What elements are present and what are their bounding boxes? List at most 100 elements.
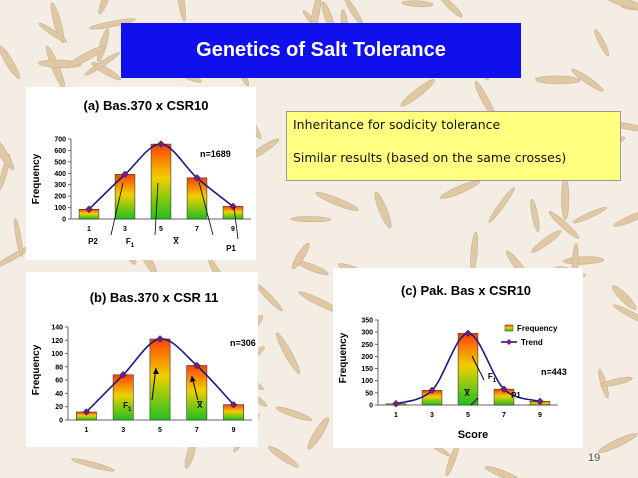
bar bbox=[149, 338, 171, 421]
class-label-f1: F1 bbox=[126, 237, 135, 249]
bar bbox=[186, 365, 208, 421]
slide-title: Genetics of Salt Tolerance bbox=[196, 39, 446, 61]
grain-shape bbox=[604, 0, 638, 10]
x-tick-label: 5 bbox=[466, 412, 470, 419]
grain-shape bbox=[315, 191, 359, 212]
grain-shape bbox=[297, 261, 329, 275]
trend-marker bbox=[392, 399, 400, 408]
trend-marker bbox=[464, 329, 472, 338]
y-tick-label: 0 bbox=[62, 217, 66, 224]
grain-shape bbox=[65, 45, 106, 69]
class-label-p1: P1 bbox=[511, 391, 521, 400]
subscript: 1 bbox=[128, 407, 132, 413]
x-tick-label: 9 bbox=[538, 412, 542, 419]
grain-shape bbox=[96, 28, 110, 63]
grain-shape bbox=[613, 304, 638, 326]
x-tick-label: 9 bbox=[231, 226, 235, 233]
trend-marker bbox=[192, 361, 201, 370]
grain-shape bbox=[594, 29, 610, 57]
legend-marker-trend bbox=[506, 339, 512, 345]
chart-panel-a: (a) Bas.370 x CSR10 Frequency n=1689 0 10… bbox=[26, 87, 256, 260]
pointer-arrow bbox=[198, 181, 214, 236]
x-tick-label: 1 bbox=[394, 412, 398, 419]
x-tick-label: 1 bbox=[87, 226, 91, 233]
class-label-f1: F1 bbox=[488, 372, 497, 384]
trend-marker bbox=[500, 385, 508, 394]
x-tick-label: 7 bbox=[195, 427, 199, 434]
x-tick-label: 3 bbox=[430, 412, 434, 419]
grain-shape bbox=[176, 0, 186, 22]
x-tick-label: 5 bbox=[159, 226, 163, 233]
grain-shape bbox=[440, 180, 480, 199]
slide-title-banner: Genetics of Salt Tolerance bbox=[121, 23, 521, 78]
chart-b-title: (b) Bas.370 x CSR 11 bbox=[90, 290, 219, 305]
arrow-head bbox=[153, 368, 159, 374]
x-tick-label: 7 bbox=[195, 226, 199, 233]
grain-shape bbox=[561, 177, 570, 220]
slide-number: 19 bbox=[588, 452, 601, 464]
trend-marker bbox=[85, 205, 93, 214]
y-tick-label: 0 bbox=[59, 418, 63, 425]
grain-shape bbox=[597, 433, 638, 453]
chart-panel-b: (b) Bas.370 x CSR 11 Frequency n=306 0 20… bbox=[26, 272, 258, 447]
y-tick-label: 50 bbox=[365, 390, 373, 397]
x-tick-label: 7 bbox=[502, 412, 506, 419]
grain-shape bbox=[267, 445, 299, 468]
grain-shape bbox=[571, 68, 604, 92]
grain-shape bbox=[307, 417, 330, 450]
pointer-arrow bbox=[233, 206, 239, 240]
x-tick-label: 9 bbox=[232, 427, 236, 434]
grain-shape bbox=[484, 466, 521, 478]
pointer-arrow bbox=[471, 355, 485, 381]
chart-c-xlabel: Score bbox=[458, 429, 489, 441]
subscript: 1 bbox=[131, 243, 135, 249]
y-tick-label: 0 bbox=[369, 403, 373, 410]
grain-shape bbox=[50, 2, 65, 44]
trend-marker bbox=[229, 202, 237, 211]
grain-shape bbox=[84, 52, 120, 76]
trend-marker bbox=[157, 140, 165, 148]
y-tick-label: 40 bbox=[55, 391, 63, 398]
class-label-xbar: X bbox=[173, 237, 179, 246]
x-tick-label: 5 bbox=[158, 427, 162, 434]
grain-shape bbox=[0, 131, 15, 171]
chart-a-ylabel: Frequency bbox=[31, 153, 42, 204]
grain-shape bbox=[613, 209, 638, 227]
grain-shape bbox=[531, 230, 562, 253]
y-tick-label: 140 bbox=[51, 325, 63, 332]
grain-shape bbox=[374, 191, 392, 229]
note-line-1: Inheritance for sodicity tolerance bbox=[293, 117, 501, 132]
grain-shape bbox=[98, 0, 112, 15]
trend-marker bbox=[193, 174, 201, 182]
y-tick-label: 150 bbox=[361, 366, 373, 373]
grain-shape bbox=[611, 285, 637, 310]
y-tick-label: 700 bbox=[54, 137, 66, 144]
info-note-box: Inheritance for sodicity tolerance Simil… bbox=[286, 111, 621, 181]
y-tick-label: 350 bbox=[361, 318, 373, 325]
chart-panel-c: (c) Pak. Bas x CSR10 Frequency Score n=4… bbox=[333, 268, 583, 448]
trend-marker bbox=[536, 397, 544, 406]
x-tick-label: 3 bbox=[123, 226, 127, 233]
trend-marker bbox=[428, 386, 436, 395]
grain-shape bbox=[290, 216, 332, 223]
x-tick-label: 3 bbox=[121, 427, 125, 434]
grain-shape bbox=[600, 376, 633, 387]
class-label-p1: P1 bbox=[226, 244, 236, 253]
grain-shape bbox=[401, 0, 434, 8]
chart-a-annotation: n=1689 bbox=[200, 149, 231, 159]
pointer-arrow bbox=[154, 182, 159, 236]
grain-shape bbox=[71, 458, 115, 472]
y-tick-label: 300 bbox=[54, 182, 66, 189]
legend-label-frequency: Frequency bbox=[517, 324, 558, 333]
trend-marker bbox=[82, 408, 91, 416]
arrow-head bbox=[189, 376, 196, 382]
bar bbox=[150, 143, 172, 220]
note-line-2: Similar results (based on the same cross… bbox=[293, 150, 567, 165]
x-tick-label: 1 bbox=[84, 427, 88, 434]
y-tick-label: 100 bbox=[51, 351, 63, 358]
grain-shape bbox=[620, 3, 638, 11]
grain-shape bbox=[275, 406, 313, 421]
legend-swatch-frequency bbox=[504, 324, 514, 332]
y-tick-label: 200 bbox=[54, 194, 66, 201]
grain-shape bbox=[88, 18, 136, 30]
